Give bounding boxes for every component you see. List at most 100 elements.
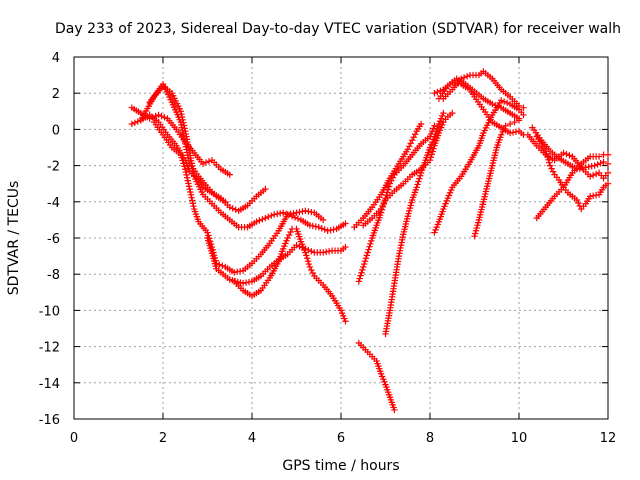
data-marker (495, 103, 502, 110)
data-marker (472, 71, 480, 79)
data-marker (189, 197, 196, 204)
x-tick-label: 10 (511, 431, 528, 446)
data-marker (176, 105, 183, 112)
data-marker (504, 108, 512, 115)
data-marker (255, 274, 262, 281)
y-tick-labels: 4 2 0 -2 -4 -6 -8 -10 -12 -14 -16 (39, 51, 60, 428)
data-marker (264, 277, 272, 284)
data-marker (327, 226, 334, 234)
data-marker (513, 100, 520, 107)
data-marker (294, 215, 302, 222)
data-marker (531, 140, 539, 147)
data-marker (518, 109, 525, 116)
data-marker (403, 148, 410, 155)
data-marker (301, 246, 308, 253)
data-marker (469, 86, 476, 93)
data-marker (412, 186, 419, 194)
data-marker (184, 177, 191, 184)
data-marker (237, 279, 244, 286)
data-marker (358, 269, 365, 276)
data-marker (477, 93, 485, 101)
data-point (315, 223, 322, 231)
data-marker (390, 282, 398, 290)
data-marker (182, 168, 190, 176)
data-marker (291, 244, 298, 251)
data-point (360, 263, 367, 271)
series-track-7 (231, 225, 349, 325)
data-marker (340, 245, 347, 253)
data-marker (439, 121, 446, 129)
data-marker (283, 237, 290, 244)
data-marker (134, 118, 141, 125)
data-marker (181, 163, 188, 170)
data-marker (219, 197, 227, 204)
data-marker (317, 214, 325, 222)
data-marker (206, 198, 213, 205)
data-marker (549, 168, 557, 175)
data-marker (303, 252, 310, 259)
data-marker (202, 159, 210, 166)
data-marker (264, 242, 272, 249)
data-point (293, 209, 300, 216)
data-marker (198, 158, 205, 165)
data-marker (259, 187, 267, 195)
data-marker (251, 195, 258, 202)
data-marker (428, 151, 435, 158)
data-point (600, 158, 607, 166)
data-marker (242, 203, 249, 210)
data-marker (184, 152, 191, 159)
data-marker (465, 161, 472, 168)
data-point (604, 151, 612, 158)
data-marker (375, 208, 383, 215)
data-marker (287, 210, 294, 218)
y-tick-label: -2 (47, 160, 60, 175)
data-marker (434, 221, 441, 228)
data-marker (276, 210, 284, 217)
data-marker (229, 205, 236, 212)
data-marker (390, 404, 397, 411)
data-point (155, 111, 162, 119)
data-marker (202, 227, 209, 234)
data-marker (540, 206, 548, 213)
data-marker (558, 151, 565, 158)
data-marker (215, 207, 222, 214)
data-marker (274, 210, 281, 218)
data-marker (540, 149, 547, 156)
series-track-17 (435, 75, 523, 122)
data-marker (176, 116, 183, 123)
data-marker (179, 157, 186, 164)
data-marker (367, 206, 374, 213)
data-marker (403, 215, 411, 223)
data-marker (563, 150, 570, 158)
data-point (186, 185, 193, 193)
y-tick-label: 2 (52, 87, 60, 102)
data-point (511, 118, 518, 126)
data-marker (287, 228, 294, 236)
data-marker (484, 183, 491, 190)
data-marker (588, 163, 595, 170)
data-marker (317, 279, 325, 286)
data-marker (479, 132, 486, 139)
data-marker (236, 267, 244, 275)
data-marker (265, 213, 272, 221)
data-marker (167, 96, 174, 103)
grid-lines (74, 57, 608, 419)
data-marker (340, 221, 347, 229)
data-marker (205, 158, 213, 165)
data-marker (395, 255, 402, 263)
data-marker (553, 174, 561, 181)
axis-ticks (73, 56, 609, 420)
data-marker (233, 222, 240, 229)
data-marker (304, 220, 311, 228)
x-axis-label: GPS time / hours (282, 458, 399, 474)
data-marker (385, 183, 393, 190)
data-marker (380, 199, 388, 207)
data-marker (376, 211, 384, 219)
series-track-9 (355, 122, 438, 285)
data-marker (187, 188, 194, 196)
data-marker (166, 141, 174, 149)
data-marker (410, 134, 417, 141)
data-marker (308, 248, 315, 255)
x-tick-labels: 0 2 4 6 8 10 12 (70, 431, 616, 446)
data-marker (430, 145, 437, 152)
